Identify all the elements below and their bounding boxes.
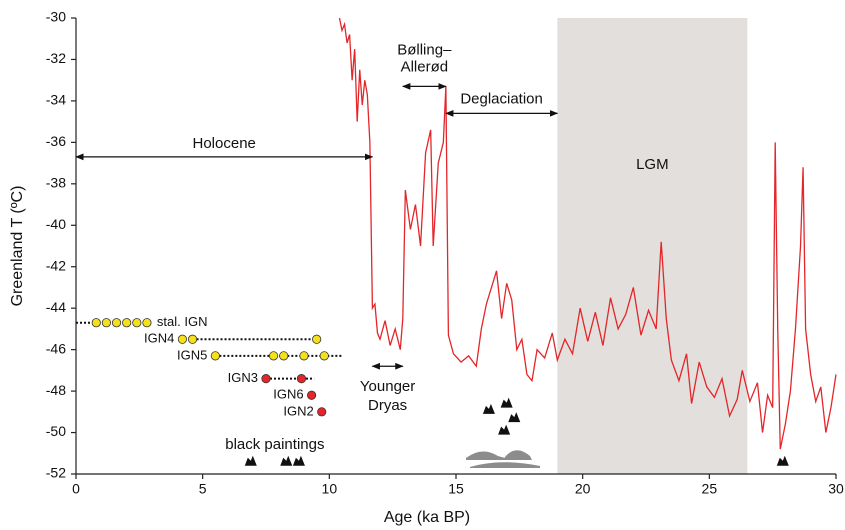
- background-layer: [557, 18, 748, 474]
- y-tick-label: -46: [46, 340, 66, 356]
- group-label: stal. IGN: [157, 314, 208, 329]
- sample-point: [296, 374, 307, 384]
- group-label: IGN5: [177, 347, 207, 362]
- y-tick-label: -30: [46, 9, 66, 25]
- annotation-label: Younger: [360, 378, 415, 395]
- annotation-label: Bølling–: [397, 41, 452, 58]
- x-tick-label: 0: [72, 481, 80, 497]
- x-tick-label: 20: [575, 481, 591, 497]
- group-label: IGN3: [228, 370, 258, 385]
- sample-point: [319, 351, 329, 361]
- sample-point: [142, 318, 152, 328]
- sample-point: [299, 351, 309, 361]
- painting-marker: [500, 397, 513, 408]
- sample-point: [279, 351, 289, 361]
- annotation-label: Allerød: [401, 58, 449, 75]
- group-label: IGN2: [283, 403, 313, 418]
- sample-point: [268, 351, 279, 361]
- gray-hump: [470, 462, 540, 468]
- y-tick-label: -40: [46, 216, 66, 232]
- x-tick-label: 10: [322, 481, 338, 497]
- sample-point: [210, 351, 220, 361]
- y-tick-label: -36: [46, 133, 66, 149]
- painting-marker: [244, 455, 257, 466]
- painting-marker: [776, 455, 789, 466]
- y-tick-label: -38: [46, 175, 66, 191]
- sample-point: [122, 318, 132, 328]
- painting-marker: [482, 403, 495, 414]
- gray-hump: [466, 451, 508, 460]
- temperature-line: [338, 17, 837, 450]
- region-label: LGM: [636, 156, 669, 173]
- shaded-region: [557, 18, 748, 474]
- y-tick-label: -52: [46, 465, 66, 481]
- painting-marker: [508, 412, 521, 423]
- painting-marker: [292, 455, 305, 466]
- sample-point: [101, 318, 112, 328]
- sample-point: [306, 390, 317, 400]
- y-tick-label: -32: [46, 50, 66, 66]
- annotation-label: Deglaciation: [460, 90, 543, 107]
- sample-point: [187, 334, 198, 344]
- y-tick-label: -44: [46, 299, 66, 315]
- y-tick-label: -48: [46, 382, 66, 398]
- sample-point: [317, 407, 327, 417]
- painting-marker: [498, 424, 511, 435]
- annotation-label: Dryas: [368, 397, 407, 414]
- sample-point: [111, 318, 122, 328]
- gray-hump: [505, 450, 532, 460]
- y-axis-title: Greenland T (ºC): [9, 186, 26, 307]
- y-tick-label: -34: [46, 92, 66, 108]
- sample-point: [312, 334, 322, 344]
- y-tick-label: -50: [46, 423, 66, 439]
- painting-marker: [280, 455, 293, 466]
- group-label: IGN4: [144, 331, 174, 346]
- sample-point: [261, 374, 271, 384]
- x-tick-label: 30: [828, 481, 844, 497]
- paintings-label: black paintings: [225, 436, 324, 453]
- y-tick-label: -42: [46, 257, 66, 273]
- group-label: IGN6: [273, 387, 303, 402]
- x-tick-label: 15: [448, 481, 464, 497]
- x-tick-label: 25: [702, 481, 718, 497]
- annotation-label: Holocene: [193, 135, 256, 152]
- sample-point: [91, 318, 101, 328]
- sample-point: [132, 318, 142, 328]
- x-axis-title: Age (ka BP): [384, 509, 470, 526]
- x-tick-label: 5: [199, 481, 207, 497]
- sample-point: [177, 334, 187, 344]
